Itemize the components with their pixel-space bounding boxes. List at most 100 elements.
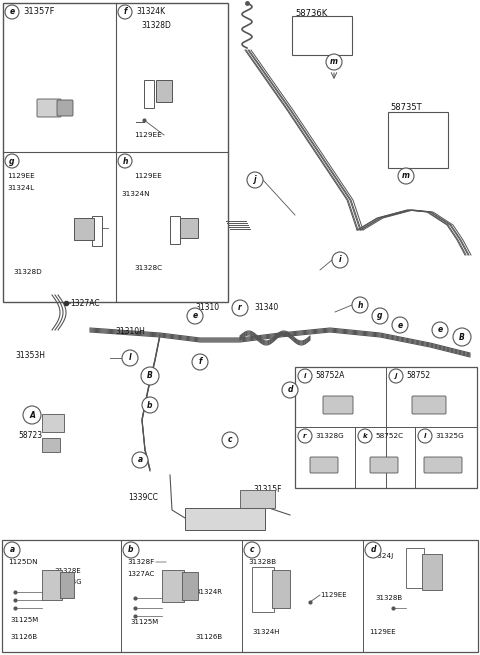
Text: d: d: [370, 546, 376, 555]
Circle shape: [372, 308, 388, 324]
Text: r: r: [238, 303, 242, 312]
Text: 31328F: 31328F: [127, 559, 154, 565]
Text: 31126B: 31126B: [195, 634, 222, 640]
Text: j: j: [254, 176, 256, 185]
Text: B: B: [147, 371, 153, 381]
Text: f: f: [123, 7, 127, 16]
FancyBboxPatch shape: [185, 508, 265, 530]
Text: 31310H: 31310H: [115, 328, 145, 337]
Bar: [2, 540, 478, 652]
Text: 31315F: 31315F: [253, 485, 281, 495]
Text: b: b: [128, 546, 134, 555]
Text: a: a: [10, 546, 14, 555]
FancyBboxPatch shape: [240, 490, 275, 508]
Text: 58723: 58723: [18, 432, 42, 441]
FancyBboxPatch shape: [323, 396, 353, 414]
FancyBboxPatch shape: [406, 548, 424, 588]
Text: h: h: [122, 157, 128, 166]
Text: e: e: [192, 312, 198, 320]
Text: A: A: [29, 411, 35, 419]
Text: m: m: [330, 58, 338, 67]
Text: 31325G: 31325G: [435, 433, 464, 439]
Text: a: a: [137, 455, 143, 464]
Text: 31310: 31310: [195, 303, 219, 312]
FancyBboxPatch shape: [170, 216, 180, 244]
FancyBboxPatch shape: [42, 414, 64, 432]
Circle shape: [365, 542, 381, 558]
Text: 31324N: 31324N: [121, 191, 150, 197]
Circle shape: [187, 308, 203, 324]
Circle shape: [389, 369, 403, 383]
Text: 31328E: 31328E: [54, 568, 81, 574]
FancyBboxPatch shape: [144, 80, 154, 108]
FancyBboxPatch shape: [92, 216, 102, 246]
Circle shape: [282, 382, 298, 398]
Circle shape: [418, 429, 432, 443]
Text: c: c: [228, 436, 232, 445]
FancyBboxPatch shape: [252, 567, 274, 612]
FancyBboxPatch shape: [42, 438, 60, 452]
Circle shape: [453, 328, 471, 346]
Text: 58752: 58752: [406, 371, 430, 381]
Bar: [292, 16, 352, 55]
Text: 31324R: 31324R: [195, 589, 222, 595]
Text: 58736K: 58736K: [295, 9, 327, 18]
Circle shape: [247, 172, 263, 188]
Text: d: d: [287, 386, 293, 394]
Circle shape: [141, 367, 159, 385]
Text: j: j: [395, 373, 397, 379]
Text: e: e: [10, 7, 14, 16]
FancyBboxPatch shape: [370, 457, 398, 473]
Text: 58752C: 58752C: [375, 433, 403, 439]
Text: 31328B: 31328B: [375, 595, 402, 601]
Text: 31328B: 31328B: [248, 559, 276, 565]
FancyBboxPatch shape: [57, 100, 73, 116]
Text: 31324J: 31324J: [368, 553, 393, 559]
Text: g: g: [9, 157, 15, 166]
Text: 31125M: 31125M: [130, 619, 158, 625]
Text: l: l: [424, 433, 426, 439]
FancyBboxPatch shape: [162, 570, 184, 602]
Text: 31324H: 31324H: [252, 629, 279, 635]
FancyBboxPatch shape: [272, 570, 290, 608]
Text: 31324G: 31324G: [54, 579, 82, 585]
Text: c: c: [250, 546, 254, 555]
Circle shape: [432, 322, 448, 338]
FancyBboxPatch shape: [37, 99, 61, 117]
Text: 31328G: 31328G: [315, 433, 344, 439]
Bar: [3, 3, 228, 302]
Text: 31126B: 31126B: [10, 634, 37, 640]
Circle shape: [5, 5, 19, 19]
Circle shape: [132, 452, 148, 468]
Text: 31328D: 31328D: [13, 269, 42, 275]
Text: k: k: [363, 433, 367, 439]
Text: m: m: [402, 172, 410, 181]
FancyBboxPatch shape: [422, 554, 442, 590]
Text: l: l: [129, 354, 132, 362]
Bar: [295, 367, 477, 488]
Circle shape: [358, 429, 372, 443]
Text: h: h: [357, 301, 363, 310]
FancyBboxPatch shape: [156, 80, 172, 102]
Text: 31353H: 31353H: [15, 352, 45, 360]
Circle shape: [352, 297, 368, 313]
FancyBboxPatch shape: [180, 218, 198, 238]
FancyBboxPatch shape: [182, 572, 198, 600]
Text: f: f: [198, 358, 202, 367]
Text: 1129EE: 1129EE: [134, 173, 162, 179]
Text: 31357F: 31357F: [23, 7, 55, 16]
Circle shape: [4, 542, 20, 558]
Text: 1129EE: 1129EE: [134, 132, 162, 138]
Text: 31324L: 31324L: [7, 185, 34, 191]
Circle shape: [192, 354, 208, 370]
Circle shape: [123, 542, 139, 558]
Text: B: B: [459, 333, 465, 341]
Text: 1125DN: 1125DN: [8, 559, 37, 565]
FancyBboxPatch shape: [60, 572, 74, 598]
Text: g: g: [377, 312, 383, 320]
Text: 58735T: 58735T: [390, 103, 421, 113]
Circle shape: [326, 54, 342, 70]
Text: 58752A: 58752A: [315, 371, 344, 381]
Text: r: r: [303, 433, 307, 439]
Text: e: e: [437, 326, 443, 335]
